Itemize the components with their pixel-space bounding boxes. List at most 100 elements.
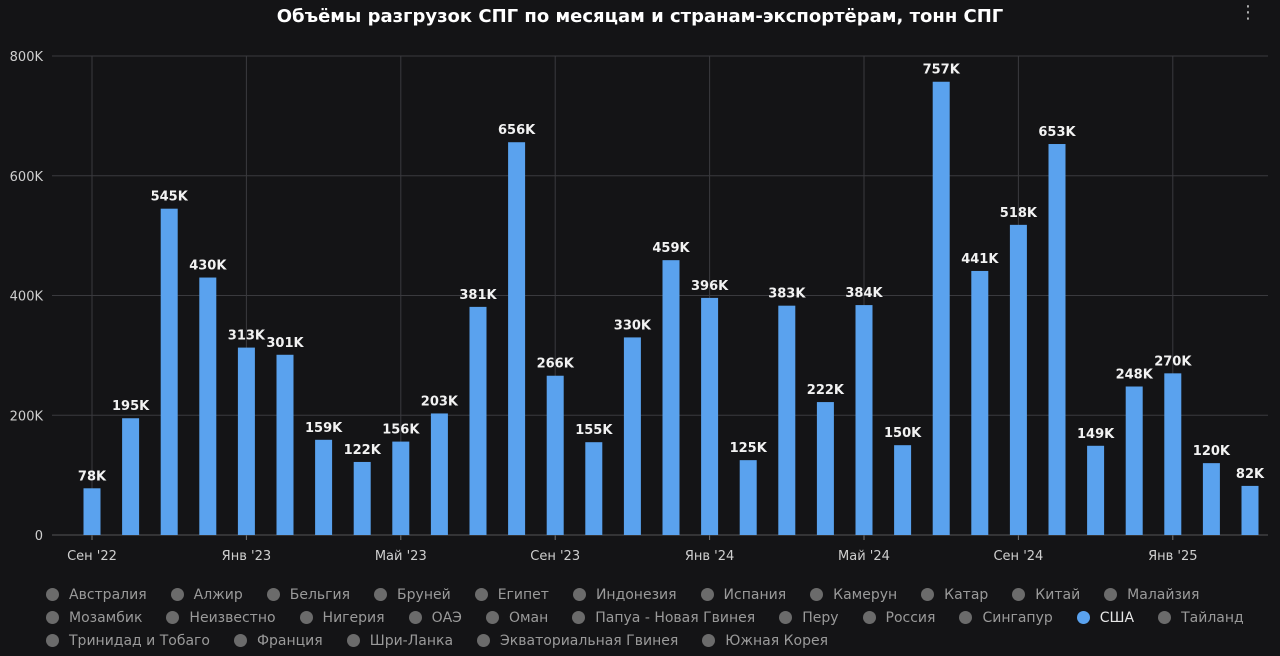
bar[interactable] <box>430 413 448 535</box>
legend-label: Шри-Ланка <box>369 632 454 649</box>
legend-dot-icon <box>1104 588 1118 601</box>
legend-label: Нигерия <box>322 609 385 626</box>
legend-item[interactable]: Катар <box>921 584 988 605</box>
legend-dot-icon <box>46 588 59 601</box>
bar-data-label: 222K <box>807 383 845 398</box>
bar[interactable] <box>894 445 912 535</box>
legend-label: Тринидад и Тобаго <box>69 632 210 649</box>
bar[interactable] <box>623 337 641 535</box>
legend-label: Папуа - Новая Гвинея <box>595 609 756 626</box>
legend-item[interactable]: Индонезия <box>572 584 677 605</box>
legend-label: Неизвестно <box>189 609 276 626</box>
legend-item[interactable]: Перу <box>779 607 839 628</box>
bar[interactable] <box>701 297 719 535</box>
legend-item[interactable]: Южная Корея <box>702 630 828 651</box>
bar[interactable] <box>1009 224 1027 535</box>
bar[interactable] <box>816 402 834 535</box>
legend-dot-icon <box>46 611 59 624</box>
legend-item[interactable]: Бельгия <box>266 584 350 605</box>
legend-dot-icon <box>862 611 876 624</box>
legend-label: Китай <box>1035 586 1081 603</box>
bar[interactable] <box>1164 373 1182 535</box>
chart-menu-icon[interactable]: ⋮ <box>1239 2 1258 23</box>
bar-data-label: 122K <box>344 443 382 458</box>
bar[interactable] <box>122 418 140 535</box>
legend-item[interactable]: ОАЭ <box>408 607 462 628</box>
legend-item[interactable]: Шри-Ланка <box>346 630 454 651</box>
legend: Австралия Алжир Бельгия Бруней Египет Индонез… <box>46 584 1266 651</box>
bar-data-label: 441K <box>961 252 999 267</box>
bar[interactable] <box>276 354 294 535</box>
legend-item[interactable]: Малайзия <box>1104 584 1199 605</box>
bar[interactable] <box>855 305 873 535</box>
legend-item[interactable]: США <box>1076 607 1135 628</box>
bar[interactable] <box>1202 463 1220 535</box>
legend-label: Алжир <box>193 586 243 603</box>
bar[interactable] <box>199 277 217 535</box>
legend-item[interactable]: Египет <box>474 584 549 605</box>
bar-data-label: 270K <box>1154 354 1192 369</box>
bar[interactable] <box>160 208 178 535</box>
legend-item[interactable]: Мозамбик <box>46 607 142 628</box>
legend-item[interactable]: Камерун <box>810 584 897 605</box>
legend-item[interactable]: Бруней <box>374 584 451 605</box>
legend-label: Малайзия <box>1127 586 1200 603</box>
legend-dot-icon <box>233 634 247 647</box>
legend-dot-icon <box>46 634 59 647</box>
legend-item[interactable]: Россия <box>862 607 935 628</box>
bar[interactable] <box>508 142 526 535</box>
bar[interactable] <box>83 488 101 535</box>
bar[interactable] <box>932 81 950 535</box>
bar-data-label: 155K <box>575 423 613 438</box>
bar-data-label: 384K <box>845 286 883 301</box>
bar-data-label: 301K <box>266 336 304 351</box>
legend-dot-icon <box>1158 611 1172 624</box>
bar[interactable] <box>469 306 487 535</box>
bar[interactable] <box>1125 386 1143 535</box>
legend-item[interactable]: Нигерия <box>299 607 385 628</box>
x-tick-label: Май '23 <box>375 549 427 564</box>
bar[interactable] <box>1087 445 1105 535</box>
bar[interactable] <box>662 260 680 535</box>
legend-item[interactable]: Неизвестно <box>166 607 276 628</box>
bar-data-label: 82K <box>1236 467 1265 482</box>
bar[interactable] <box>237 347 255 535</box>
bar[interactable] <box>971 270 989 535</box>
legend-item[interactable]: Австралия <box>46 584 147 605</box>
bar-data-label: 125K <box>730 441 768 456</box>
bar[interactable] <box>1241 485 1259 535</box>
bar[interactable] <box>546 375 564 535</box>
y-tick-label: 800K <box>10 50 44 65</box>
legend-label: Южная Корея <box>725 632 829 649</box>
legend-item[interactable]: Франция <box>233 630 323 651</box>
bar-data-label: 757K <box>923 63 961 78</box>
bar-data-label: 313K <box>228 329 266 344</box>
legend-label: Австралия <box>69 586 147 603</box>
bar-data-label: 266K <box>537 357 575 372</box>
legend-dot-icon <box>266 588 280 601</box>
legend-item[interactable]: Алжир <box>170 584 243 605</box>
legend-item[interactable]: Экваториальная Гвинея <box>477 630 678 651</box>
bar-data-label: 656K <box>498 123 536 138</box>
legend-label: Экваториальная Гвинея <box>500 632 679 649</box>
legend-label: Камерун <box>833 586 898 603</box>
bar[interactable] <box>739 460 757 535</box>
legend-item[interactable]: Оман <box>485 607 548 628</box>
legend-label: США <box>1099 609 1135 626</box>
bar[interactable] <box>315 439 333 535</box>
legend-item[interactable]: Тайланд <box>1158 607 1244 628</box>
legend-item[interactable]: Тринидад и Тобаго <box>46 630 210 651</box>
bar[interactable] <box>392 441 410 535</box>
bar-data-label: 545K <box>151 190 189 205</box>
bar[interactable] <box>353 461 371 535</box>
bar[interactable] <box>778 305 796 535</box>
legend-item[interactable]: Папуа - Новая Гвинея <box>572 607 755 628</box>
bar-data-label: 381K <box>459 288 497 303</box>
legend-item[interactable]: Китай <box>1012 584 1080 605</box>
legend-item[interactable]: Испания <box>700 584 786 605</box>
legend-item[interactable]: Сингапур <box>959 607 1053 628</box>
bar[interactable] <box>585 442 603 535</box>
bar[interactable] <box>1048 144 1066 536</box>
x-tick-label: Янв '24 <box>685 549 734 564</box>
legend-dot-icon <box>477 634 491 647</box>
